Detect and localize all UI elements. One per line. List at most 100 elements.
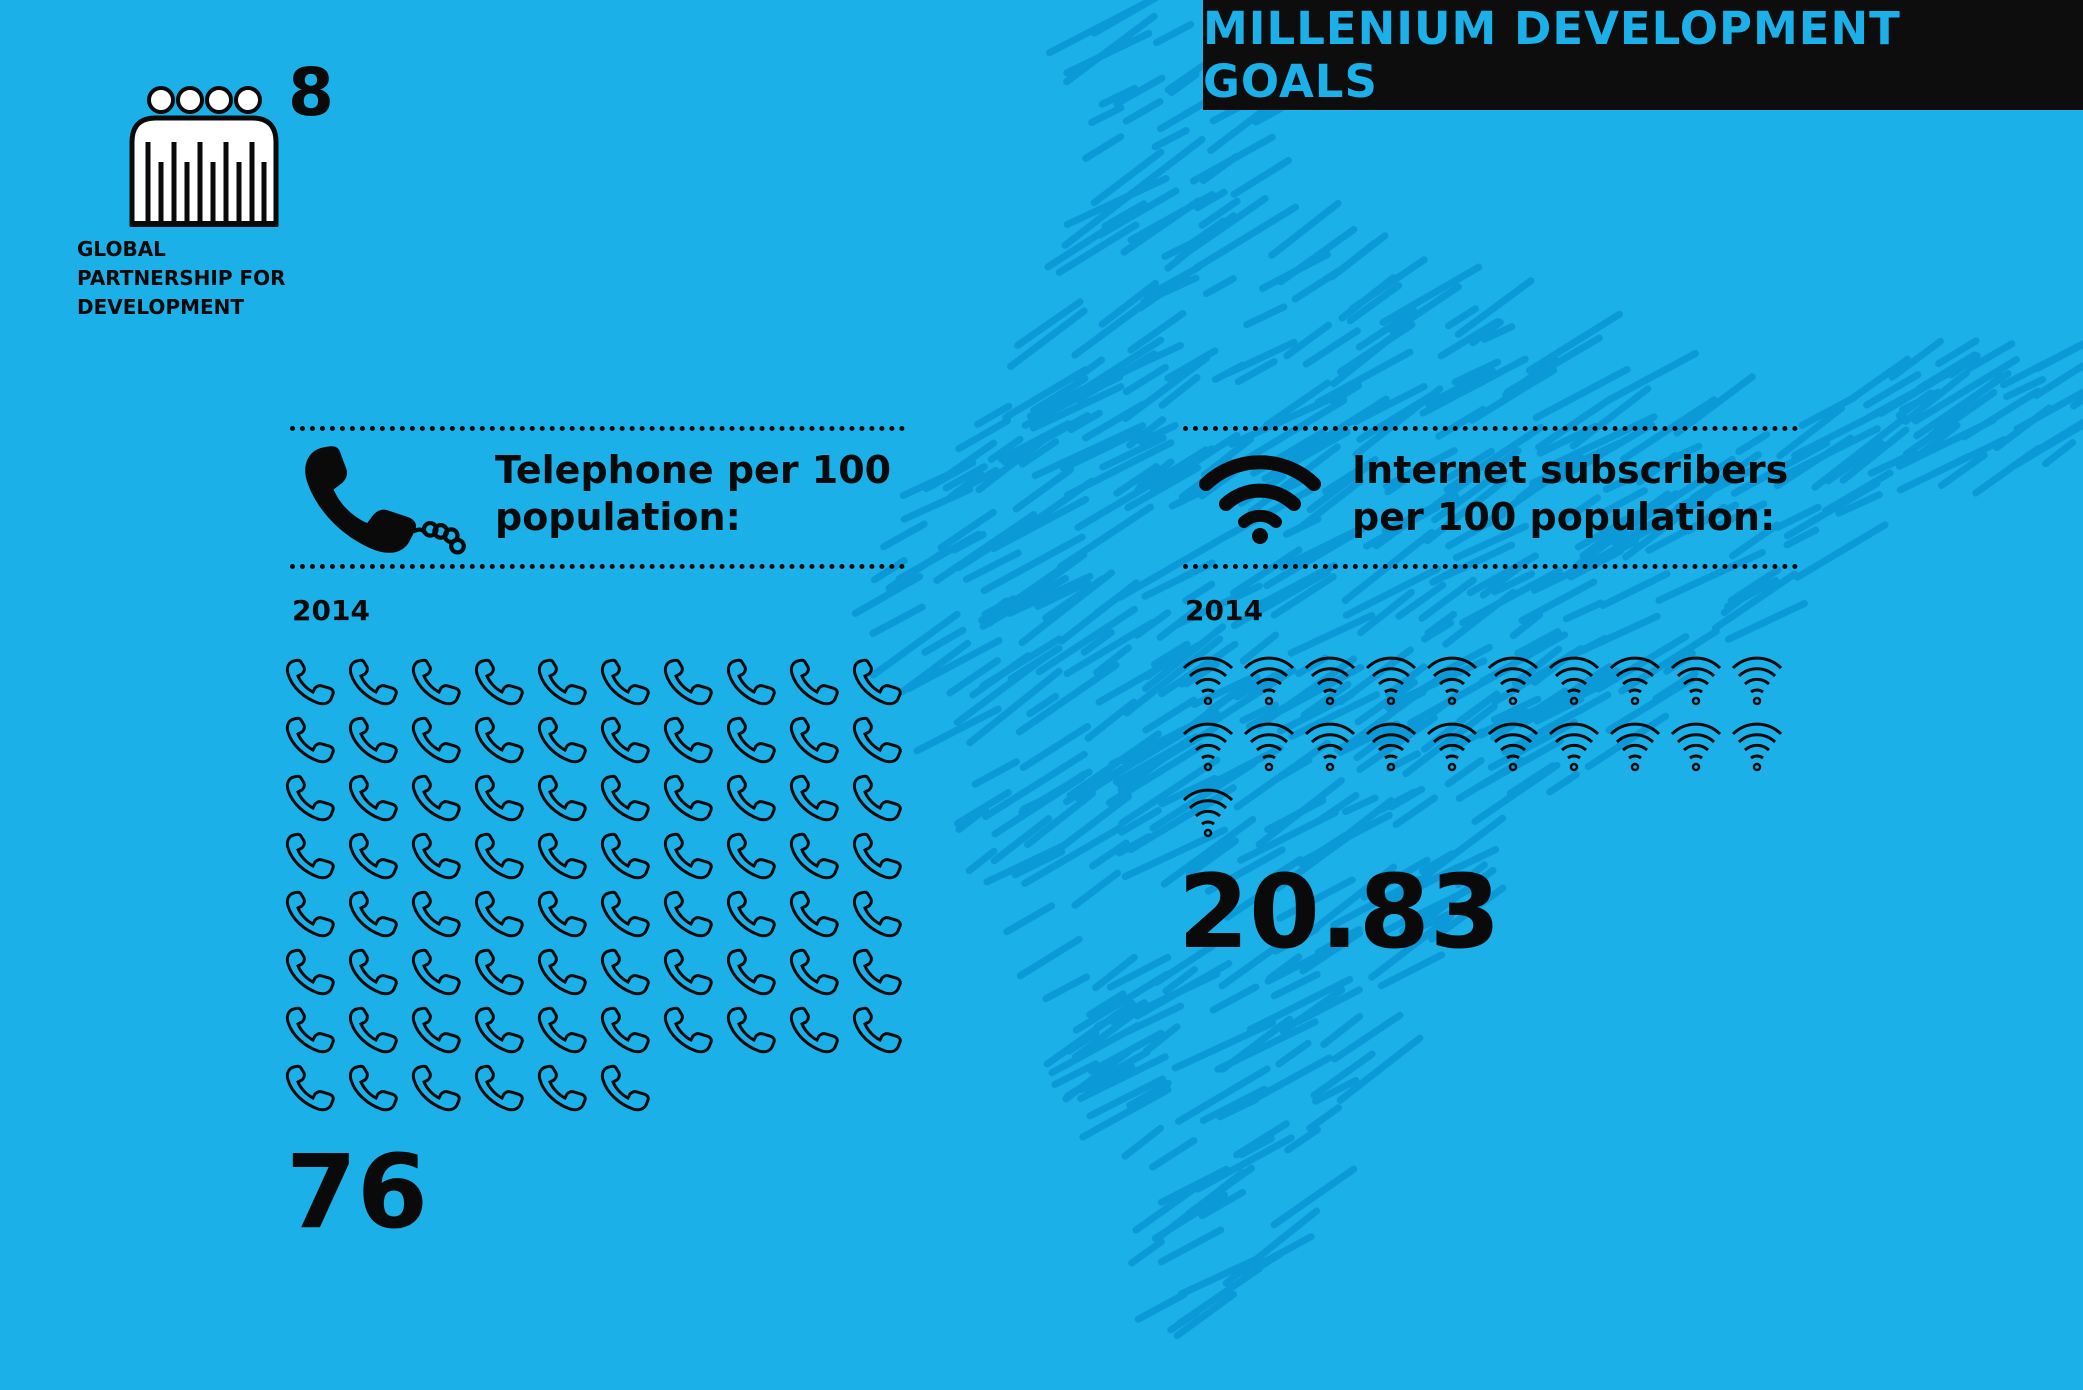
scribble-stroke xyxy=(1329,382,1362,406)
telephone-outline-icon xyxy=(600,890,650,938)
scribble-stroke xyxy=(1118,756,1221,827)
scribble-stroke xyxy=(1445,447,1495,482)
telephone-outline-icon xyxy=(537,1006,587,1054)
scribble-stroke xyxy=(1228,397,1331,448)
scribble-stroke xyxy=(1149,1137,1198,1171)
scribble-stroke xyxy=(1134,445,1216,493)
scribble-stroke xyxy=(1198,1188,1247,1220)
telephone-bottom-divider xyxy=(290,564,905,569)
scribble-stroke xyxy=(1082,133,1125,162)
scribble-stroke xyxy=(1123,635,1224,717)
scribble-stroke xyxy=(1126,416,1167,449)
scribble-stroke xyxy=(1863,371,1922,409)
scribble-stroke xyxy=(1067,409,1103,434)
scribble-stroke xyxy=(1902,389,1998,458)
scribble-stroke xyxy=(1283,321,1333,360)
scribble-stroke xyxy=(1428,884,1507,943)
telephone-outline-icon xyxy=(600,716,650,764)
scribble-stroke xyxy=(1086,1075,1167,1120)
telephone-outline-icon xyxy=(285,1064,335,1112)
scribble-stroke xyxy=(905,637,1003,693)
scribble-stroke xyxy=(1209,983,1260,1014)
telephone-outline-icon xyxy=(537,716,587,764)
scribble-stroke xyxy=(1193,203,1300,271)
scribble-stroke xyxy=(1137,421,1179,446)
scribble-stroke xyxy=(983,841,1068,886)
scribble-stroke xyxy=(1094,999,1149,1030)
scribble-stroke xyxy=(1034,578,1092,610)
scribble-stroke xyxy=(1895,389,1934,420)
scribble-stroke xyxy=(979,574,1069,630)
scribble-stroke xyxy=(1055,221,1140,276)
wifi-outline-icon xyxy=(1304,656,1356,706)
scribble-stroke xyxy=(1243,303,1288,329)
scribble-stroke xyxy=(1911,356,2020,425)
scribble-stroke xyxy=(1525,310,1623,374)
scribble-stroke xyxy=(1122,98,1164,125)
scribble-stroke xyxy=(2032,361,2083,400)
scribble-stroke xyxy=(1518,578,1598,624)
scribble-stroke xyxy=(1728,521,1781,560)
telephone-outline-icon xyxy=(411,1006,461,1054)
scribble-stroke xyxy=(1157,1226,1225,1266)
scribble-stroke xyxy=(1101,200,1148,230)
scribble-stroke xyxy=(1247,443,1341,516)
wifi-outline-icon xyxy=(1731,656,1783,706)
scribble-stroke xyxy=(1835,491,1883,517)
scribble-stroke xyxy=(1711,500,1768,531)
scribble-stroke xyxy=(980,533,1086,595)
scribble-stroke xyxy=(962,466,1000,491)
scribble-stroke xyxy=(1140,274,1200,306)
wifi-outline-icon xyxy=(1426,656,1478,706)
scribble-stroke xyxy=(1498,366,1558,405)
scribble-stroke xyxy=(1216,1096,1260,1121)
scribble-stroke xyxy=(1574,490,1680,551)
scribble-stroke xyxy=(983,561,1070,624)
scribble-stroke xyxy=(1167,71,1200,97)
wifi-outline-icon xyxy=(1548,722,1600,772)
scribble-stroke xyxy=(1122,363,1169,396)
internet-pictograph xyxy=(1182,656,1783,838)
scribble-stroke xyxy=(1451,358,1502,386)
internet-bottom-divider xyxy=(1183,564,1798,569)
scribble-stroke xyxy=(913,705,1002,755)
scribble-stroke xyxy=(1106,953,1172,991)
scribble-stroke xyxy=(1090,148,1165,207)
scribble-stroke xyxy=(1444,757,1485,788)
scribble-stroke xyxy=(1598,487,1648,517)
wifi-outline-icon xyxy=(1426,722,1478,772)
telephone-outline-icon xyxy=(600,1006,650,1054)
scribble-stroke xyxy=(1063,619,1156,678)
telephone-outline-icon xyxy=(285,658,335,706)
scribble-stroke xyxy=(1445,305,1479,330)
scribble-stroke xyxy=(979,635,1063,690)
scribble-stroke xyxy=(1966,340,2016,372)
scribble-stroke xyxy=(1913,370,2012,440)
telephone-outline-icon xyxy=(852,658,902,706)
scribble-stroke xyxy=(1225,338,1298,377)
telephone-outline-icon xyxy=(411,890,461,938)
scribble-stroke xyxy=(1578,612,1661,655)
wifi-outline-icon xyxy=(1182,788,1234,838)
scribble-stroke xyxy=(1336,1034,1424,1104)
scribble-stroke xyxy=(1063,175,1170,228)
scribble-stroke xyxy=(1419,850,1456,875)
scribble-stroke xyxy=(1042,973,1090,1003)
scribble-stroke xyxy=(1026,692,1060,718)
scribble-stroke xyxy=(1142,1023,1181,1055)
scribble-stroke xyxy=(1003,902,1056,936)
telephone-outline-icon xyxy=(852,948,902,996)
telephone-outline-icon xyxy=(285,716,335,764)
scribble-stroke xyxy=(1099,434,1167,471)
scribble-stroke xyxy=(1200,435,1254,479)
internet-label-line: Internet subscribers xyxy=(1352,448,1789,492)
scribble-stroke xyxy=(1035,605,1138,676)
scribble-stroke xyxy=(987,435,1024,463)
scribble-stroke xyxy=(1895,416,1997,470)
scribble-stroke xyxy=(1015,661,1120,736)
scribble-stroke xyxy=(1399,907,1439,935)
scribble-stroke xyxy=(1126,1079,1172,1109)
wifi-outline-icon xyxy=(1304,722,1356,772)
internet-label-line: per 100 population: xyxy=(1352,495,1776,539)
scribble-stroke xyxy=(1423,476,1509,545)
